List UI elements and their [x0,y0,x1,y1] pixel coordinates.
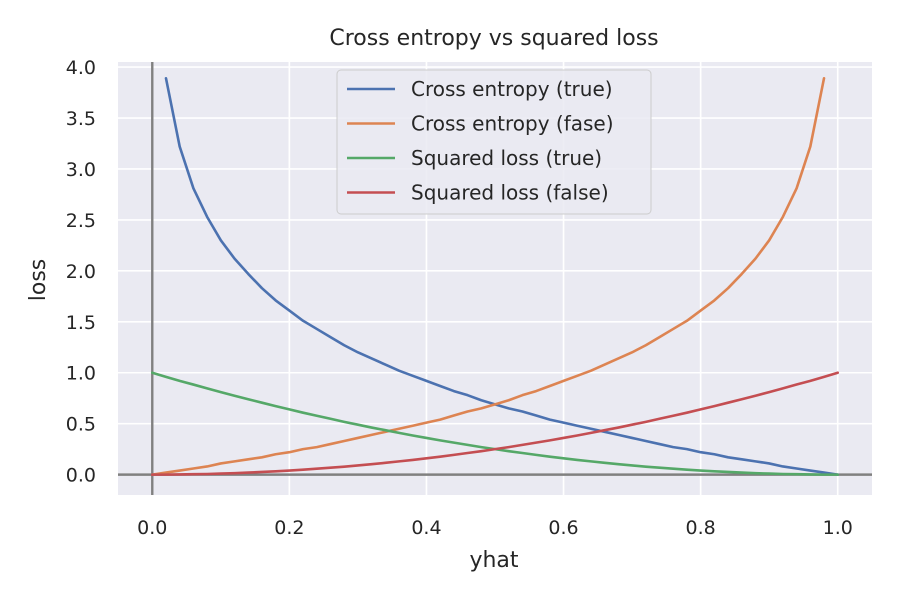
x-axis-label: yhat [469,548,518,573]
legend-entry-2: Cross entropy (fase) [411,112,614,136]
legend-entry-1: Cross entropy (true) [411,77,613,101]
y-tick-label: 2.0 [66,261,96,283]
series-lines [150,77,840,476]
y-tick-label: 0.5 [66,414,96,436]
y-tick-label: 0.0 [66,465,96,487]
series-line-4 [150,371,840,476]
x-tick-label: 0.6 [548,517,578,539]
x-tick-label: 0.4 [411,517,441,539]
x-tick-label: 1.0 [823,517,853,539]
chart-title: Cross entropy vs squared loss [329,26,658,51]
reference-lines [118,62,872,495]
legend-box [336,69,652,215]
y-tick-label: 3.0 [66,159,96,181]
series-line-2 [150,77,826,476]
x-tick-label: 0.2 [274,517,304,539]
y-tick-label: 1.5 [66,312,96,334]
y-tick-label: 2.5 [66,210,96,232]
tick-labels: 0.0 0.2 0.4 0.6 0.8 1.0 0.0 0.5 1.0 1.5 2.0 2.5 3.0 3… [66,57,853,539]
x-tick-label: 0.0 [137,517,167,539]
legend: Cross entropy (true) Cross entropy (fase)… [336,69,652,215]
y-tick-label: 3.5 [66,108,96,130]
y-axis-label: loss [26,259,51,302]
legend-entry-3: Squared loss (true) [411,146,602,170]
y-tick-label: 1.0 [66,363,96,385]
x-tick-label: 0.8 [686,517,716,539]
legend-entry-4: Squared loss (false) [411,181,609,205]
y-tick-label: 4.0 [66,57,96,79]
series-line-1 [164,77,840,476]
